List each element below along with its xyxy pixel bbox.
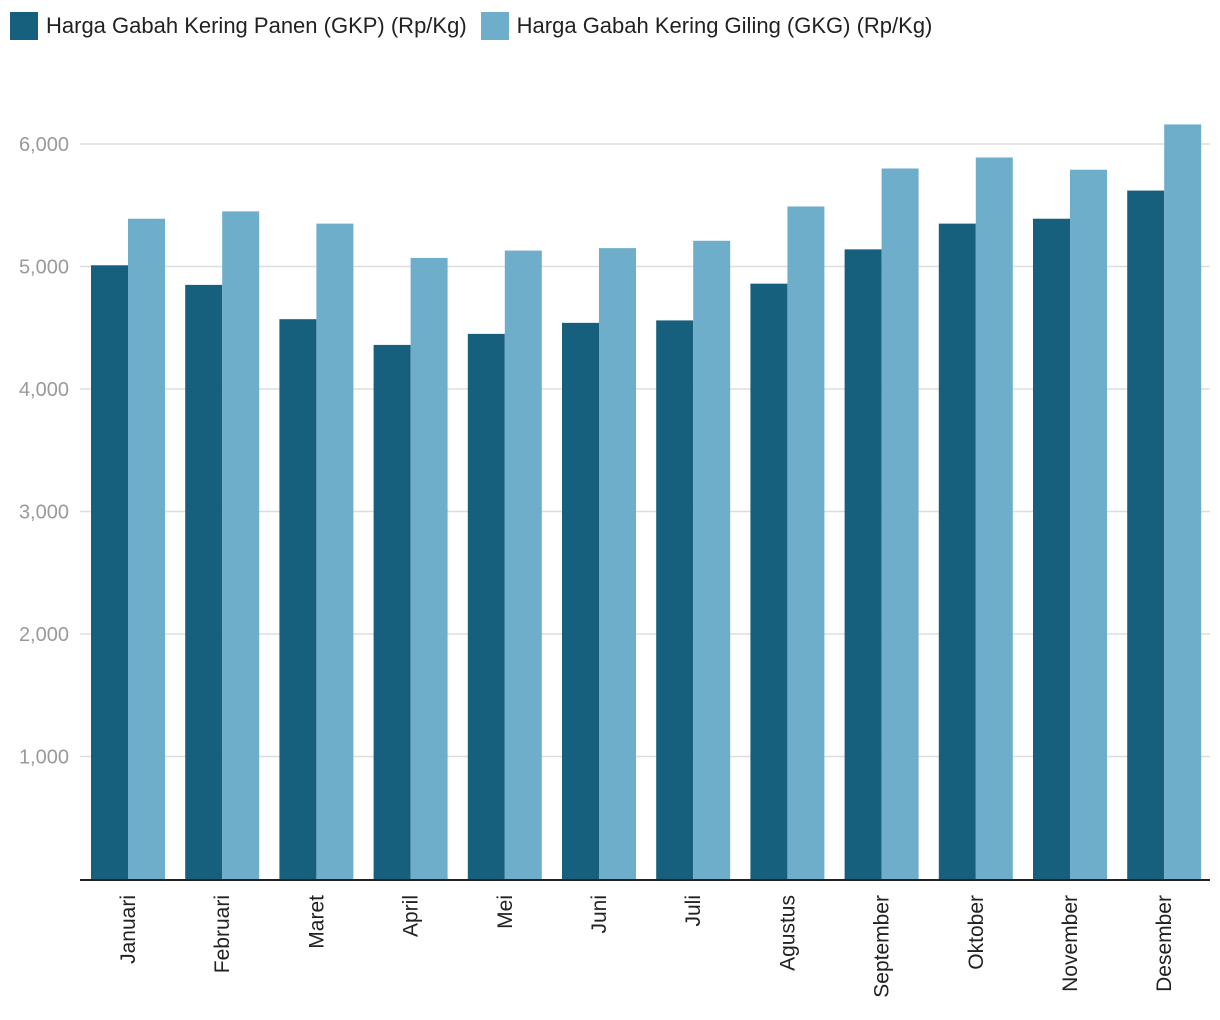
y-tick-label: 3,000 <box>19 502 69 524</box>
bar-gkp-mei <box>467 333 505 879</box>
bar-gkp-desember <box>1127 190 1165 880</box>
x-category-label: April <box>400 895 423 937</box>
bar-gkp-oktober <box>938 223 976 879</box>
bar-gkg-desember <box>1164 124 1202 879</box>
bar-gkp-september <box>844 249 882 880</box>
x-category-label: Februari <box>211 895 234 973</box>
bar-gkg-februari <box>222 211 260 879</box>
y-tick-label: 6,000 <box>19 134 69 156</box>
legend-label-gkg: Harga Gabah Kering Giling (GKG) (Rp/Kg) <box>516 13 933 38</box>
y-tick-label: 5,000 <box>19 257 69 279</box>
x-category-label: Juni <box>588 895 611 934</box>
bar-gkg-oktober <box>975 157 1013 880</box>
bar-gkp-agustus <box>750 283 788 879</box>
legend-label-gkp: Harga Gabah Kering Panen (GKP) (Rp/Kg) <box>46 13 467 38</box>
bar-gkg-juli <box>693 240 731 879</box>
x-category-label: November <box>1059 895 1082 992</box>
bars <box>91 124 1202 880</box>
gridlines <box>80 143 1210 758</box>
legend-item-gkp: Harga Gabah Kering Panen (GKP) (Rp/Kg) <box>10 12 467 40</box>
x-category-label: Maret <box>305 895 328 949</box>
bar-gkg-mei <box>504 250 542 879</box>
x-category-label: Mei <box>494 895 517 929</box>
legend-item-gkg: Harga Gabah Kering Giling (GKG) (Rp/Kg) <box>480 12 933 40</box>
bar-gkg-maret <box>316 223 354 879</box>
bar-gkp-juli <box>656 320 694 879</box>
y-tick-label: 4,000 <box>19 379 69 401</box>
bar-gkg-agustus <box>787 206 825 880</box>
bar-gkg-april <box>410 257 448 879</box>
x-category-label: Agustus <box>776 895 799 971</box>
bar-gkg-november <box>1070 169 1107 880</box>
x-category-label: Januari <box>117 895 140 964</box>
bar-gkg-september <box>881 168 919 879</box>
y-tick-label: 2,000 <box>19 624 69 646</box>
y-axis-ticks: 1,000 2,000 3,000 4,000 5,000 6,000 <box>19 134 69 769</box>
bar-gkg-januari <box>128 218 165 880</box>
x-category-label: Oktober <box>965 895 988 970</box>
legend-swatch-gkp <box>10 12 38 40</box>
x-axis-categories: Januari Februari Maret April Mei Juni Juli Agus… <box>117 895 1176 998</box>
legend: Harga Gabah Kering Panen (GKP) (Rp/Kg) H… <box>10 10 932 42</box>
y-tick-label: 1,000 <box>19 747 69 769</box>
bar-gkp-april <box>373 344 411 879</box>
bar-gkg-juni <box>599 248 636 879</box>
bar-gkp-juni <box>562 322 599 880</box>
bar-gkp-november <box>1033 218 1070 880</box>
bar-gkp-januari <box>91 265 128 879</box>
x-category-label: September <box>871 895 894 998</box>
x-category-label: Juli <box>682 895 705 927</box>
bar-gkp-februari <box>185 284 223 879</box>
x-category-label: Desember <box>1153 895 1176 992</box>
legend-swatch-gkg <box>480 12 509 40</box>
bar-gkp-maret <box>279 319 317 879</box>
